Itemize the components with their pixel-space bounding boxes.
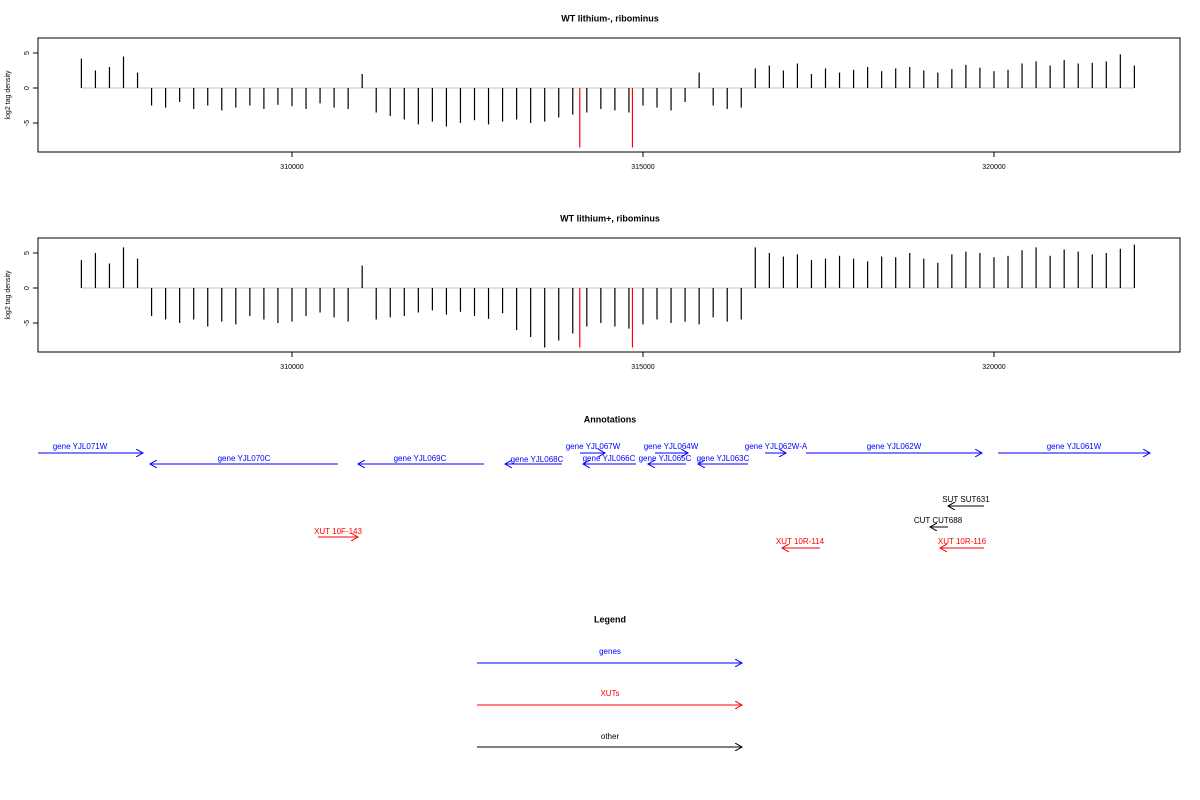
- annotation-label: XUT 10R-116: [938, 537, 987, 546]
- legend-label: other: [601, 732, 620, 741]
- y-tick-label: 0: [24, 86, 31, 90]
- annotations-title: Annotations: [584, 414, 637, 424]
- annotation-label: gene YJL067W: [566, 442, 621, 451]
- annotation-label: CUT CUT688: [914, 516, 963, 525]
- annotation-label: gene YJL066C: [583, 454, 636, 463]
- annotation-label: XUT 10F-143: [314, 527, 362, 536]
- y-axis-label: log2 tag density: [5, 270, 12, 320]
- annotation-label: gene YJL064W: [644, 442, 699, 451]
- y-tick-label: -5: [24, 120, 31, 126]
- y-tick-label: -5: [24, 320, 31, 326]
- annotation-label: gene YJL062W-A: [745, 442, 808, 451]
- annotation-label: gene YJL071W: [53, 442, 108, 451]
- y-tick-label: 5: [24, 51, 31, 55]
- annotation-label: gene YJL061W: [1047, 442, 1102, 451]
- plot-frame: [37, 237, 1181, 353]
- x-tick-label: 310000: [280, 164, 303, 171]
- plot-frame: [37, 37, 1181, 153]
- panel: WT lithium-, ribominus log2 tag density -5…: [5, 13, 1181, 171]
- y-tick-label: 5: [24, 251, 31, 255]
- chart-title: WT lithium-, ribominus: [561, 13, 659, 23]
- annotation-label: gene YJL068C: [511, 455, 564, 464]
- panel: WT lithium+, ribominus log2 tag density -5…: [5, 213, 1181, 371]
- y-axis-label: log2 tag density: [5, 70, 12, 120]
- x-tick-label: 315000: [631, 164, 654, 171]
- legend-label: genes: [599, 647, 621, 656]
- x-tick-label: 320000: [982, 364, 1005, 371]
- annotation-label: gene YJL070C: [218, 454, 271, 463]
- panels: WT lithium-, ribominus log2 tag density -5…: [5, 13, 1181, 371]
- annotation-label: gene YJL063C: [697, 454, 750, 463]
- annotation-label: gene YJL069C: [394, 454, 447, 463]
- legend-label: XUTs: [600, 689, 619, 698]
- annotation-label: gene YJL062W: [867, 442, 922, 451]
- chart-title: WT lithium+, ribominus: [560, 213, 660, 223]
- legend-title: Legend: [594, 614, 626, 624]
- x-tick-label: 315000: [631, 364, 654, 371]
- annotation-label: SUT SUT631: [942, 495, 990, 504]
- annotation-label: gene YJL065C: [639, 454, 692, 463]
- legend: Legend genes XUTs other: [477, 614, 742, 747]
- annotations: Annotations gene YJL071W gene YJL070C ge…: [38, 414, 1150, 548]
- x-tick-label: 310000: [280, 364, 303, 371]
- x-tick-label: 320000: [982, 164, 1005, 171]
- annotation-label: XUT 10R-114: [776, 537, 825, 546]
- y-tick-label: 0: [24, 286, 31, 290]
